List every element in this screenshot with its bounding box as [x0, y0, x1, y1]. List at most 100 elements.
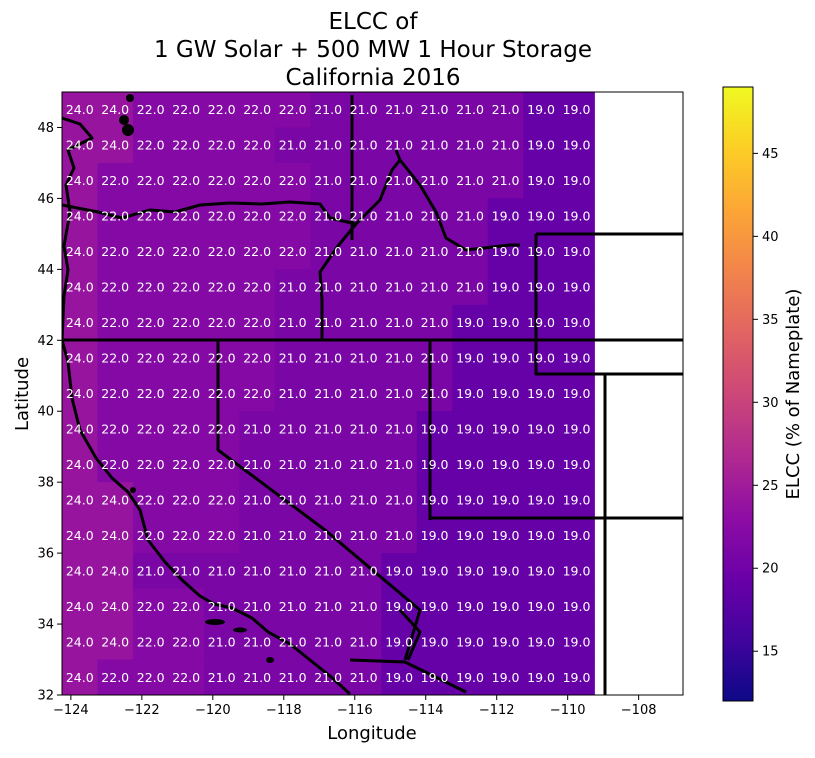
cell-value-label: 24.0	[66, 209, 94, 224]
cell-value-label: 19.0	[456, 457, 484, 472]
cell-value-label: 24.0	[66, 457, 94, 472]
cell-value-label: 19.0	[563, 528, 591, 543]
cell-value-label: 19.0	[385, 670, 413, 685]
cell-value-label: 24.0	[66, 634, 94, 649]
cell-value-label: 22.0	[172, 315, 200, 330]
cell-value-label: 22.0	[137, 492, 165, 507]
cell-value-label: 19.0	[527, 280, 555, 295]
y-tick-label: 36	[37, 547, 54, 562]
cell-value-label: 19.0	[492, 599, 520, 614]
cell-value-label: 21.0	[314, 173, 342, 188]
cell-value-label: 19.0	[492, 670, 520, 685]
cell-value-label: 22.0	[208, 173, 236, 188]
x-axis-label: Longitude	[327, 723, 417, 744]
cell-value-label: 21.0	[208, 670, 236, 685]
colorbar-tick-label: 40	[762, 230, 779, 245]
cell-value-label: 21.0	[385, 280, 413, 295]
cell-value-label: 22.0	[279, 102, 307, 117]
cell-value-label: 21.0	[350, 492, 378, 507]
cell-value-label: 21.0	[350, 599, 378, 614]
cell-value-label: 22.0	[208, 315, 236, 330]
cell-value-label: 22.0	[101, 351, 129, 366]
cell-value-label: 22.0	[208, 351, 236, 366]
cell-value-label: 22.0	[208, 528, 236, 543]
cell-value-label: 21.0	[350, 670, 378, 685]
cell-value-label: 21.0	[456, 102, 484, 117]
cell-value-label: 21.0	[243, 421, 271, 436]
cell-value-label: 21.0	[385, 138, 413, 153]
x-axis-ticks: −124 −122 −120 −118 −116 −114 −112 −110 −108	[53, 695, 656, 718]
cell-value-label: 22.0	[208, 457, 236, 472]
cell-value-label: 21.0	[456, 138, 484, 153]
cell-value-label: 19.0	[563, 492, 591, 507]
x-tick-label: −120	[195, 703, 231, 718]
cell-value-label: 19.0	[527, 386, 555, 401]
cell-value-label: 19.0	[492, 351, 520, 366]
cell-value-label: 21.0	[314, 386, 342, 401]
cell-value-label: 22.0	[172, 670, 200, 685]
cell-value-label: 22.0	[243, 244, 271, 259]
y-tick-label: 48	[37, 121, 54, 136]
cell-value-label: 22.0	[279, 244, 307, 259]
cell-value-label: 24.0	[66, 138, 94, 153]
cell-value-label: 21.0	[350, 421, 378, 436]
cell-value-label: 21.0	[279, 492, 307, 507]
cell-value-label: 19.0	[492, 209, 520, 224]
cell-value-label: 21.0	[350, 563, 378, 578]
cell-value-label: 21.0	[421, 209, 449, 224]
cell-value-label: 21.0	[279, 457, 307, 472]
cell-value-label: 21.0	[279, 138, 307, 153]
cell-value-label: 22.0	[208, 421, 236, 436]
cell-value-label: 21.0	[279, 315, 307, 330]
cell-value-label: 22.0	[243, 386, 271, 401]
cell-value-label: 21.0	[421, 102, 449, 117]
cell-value-label: 19.0	[527, 209, 555, 224]
cell-value-label: 19.0	[563, 315, 591, 330]
cell-value-label: 19.0	[492, 492, 520, 507]
cell-value-label: 21.0	[350, 244, 378, 259]
y-tick-label: 42	[37, 334, 54, 349]
cell-value-label: 19.0	[527, 670, 555, 685]
cell-value-label: 21.0	[279, 528, 307, 543]
cell-value-label: 19.0	[527, 244, 555, 259]
cell-value-label: 22.0	[172, 102, 200, 117]
colorbar-tick-label: 20	[762, 562, 779, 577]
colorbar-tick-label: 15	[762, 645, 779, 660]
cell-value-label: 22.0	[137, 634, 165, 649]
cell-value-label: 21.0	[279, 670, 307, 685]
cell-value-label: 24.0	[66, 315, 94, 330]
cell-value-label: 22.0	[137, 244, 165, 259]
cell-value-label: 21.0	[350, 634, 378, 649]
cell-value-label: 19.0	[492, 563, 520, 578]
cell-value-label: 22.0	[279, 209, 307, 224]
cell-value-label: 19.0	[456, 315, 484, 330]
cell-value-label: 24.0	[66, 599, 94, 614]
cell-value-label: 19.0	[527, 457, 555, 472]
cell-value-label: 19.0	[527, 138, 555, 153]
cell-value-label: 22.0	[279, 173, 307, 188]
cell-value-label: 21.0	[279, 634, 307, 649]
cell-value-label: 22.0	[137, 457, 165, 472]
cell-value-label: 22.0	[172, 492, 200, 507]
cell-value-label: 22.0	[101, 315, 129, 330]
y-tick-label: 46	[37, 192, 54, 207]
cell-value-label: 19.0	[492, 457, 520, 472]
colorbar-ticks: 15202530354045	[753, 147, 779, 660]
cell-value-label: 21.0	[314, 634, 342, 649]
puget-sound-island	[122, 124, 134, 136]
cell-value-label: 19.0	[563, 563, 591, 578]
cell-value-label: 21.0	[314, 280, 342, 295]
cell-value-label: 22.0	[208, 138, 236, 153]
cell-value-label: 19.0	[456, 351, 484, 366]
cell-value-label: 19.0	[527, 102, 555, 117]
cell-value-label: 24.0	[101, 528, 129, 543]
cell-value-label: 24.0	[66, 528, 94, 543]
cell-value-label: 21.0	[279, 563, 307, 578]
cell-value-label: 22.0	[243, 351, 271, 366]
x-tick-label: −124	[53, 703, 89, 718]
cell-value-label: 24.0	[66, 563, 94, 578]
cell-value-label: 21.0	[350, 102, 378, 117]
x-tick-label: −114	[408, 703, 444, 718]
cell-value-label: 19.0	[492, 386, 520, 401]
cell-value-label: 22.0	[172, 138, 200, 153]
